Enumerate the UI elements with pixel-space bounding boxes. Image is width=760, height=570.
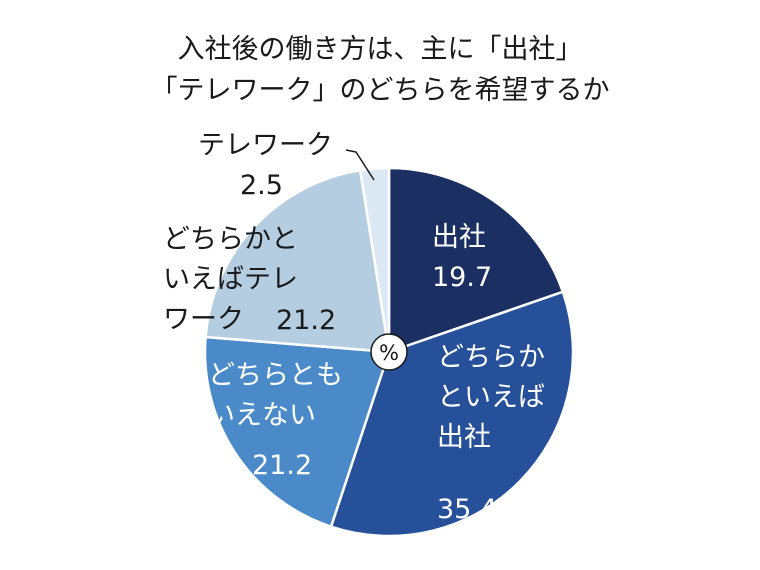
chart-title: 入社後の働き方は、主に「出社」 「テレワーク」のどちらを希望するか — [151, 34, 610, 106]
pie-slice-3 — [203, 335, 391, 529]
slice-5-label-line-1: テレワーク — [198, 130, 333, 161]
center-unit-label: % — [379, 341, 399, 365]
slice-3-value: 21.2 — [252, 450, 312, 481]
telework-leader-line — [345, 149, 375, 181]
slice-labels: 出社19.7どちらかといえば出社35.4どちらともいえない21.2どちらかといえ… — [163, 130, 545, 525]
slice-4-label-line-2: いえばテレ — [163, 264, 298, 295]
slice-3-label-line-2: いえない — [208, 400, 316, 431]
slice-2-label-line-1: どちらか — [437, 342, 545, 373]
pie-slice-5 — [358, 166, 391, 353]
chart-title-line-2: 「テレワーク」のどちらを希望するか — [151, 75, 610, 106]
slice-2-label-line-3: 出社 — [437, 422, 491, 453]
slice-5-value: 2.5 — [240, 170, 283, 201]
slice-4-label-line-3: ワーク — [163, 304, 244, 335]
center-unit-badge — [370, 333, 408, 371]
slice-1-value: 19.7 — [432, 262, 492, 293]
slice-2-label-line-2: といえば — [437, 382, 545, 413]
slice-2-value: 35.4 — [437, 494, 497, 525]
slice-3-label-line-1: どちらとも — [208, 360, 343, 391]
chart-title-line-1: 入社後の働き方は、主に「出社」 — [178, 34, 583, 65]
pie-slices — [203, 166, 575, 538]
pie-slice-4 — [204, 168, 391, 354]
slice-1-label-line-1: 出社 — [432, 222, 486, 253]
slice-4-label-line-1: どちらかと — [163, 224, 298, 255]
slice-4-value: 21.2 — [276, 305, 336, 336]
